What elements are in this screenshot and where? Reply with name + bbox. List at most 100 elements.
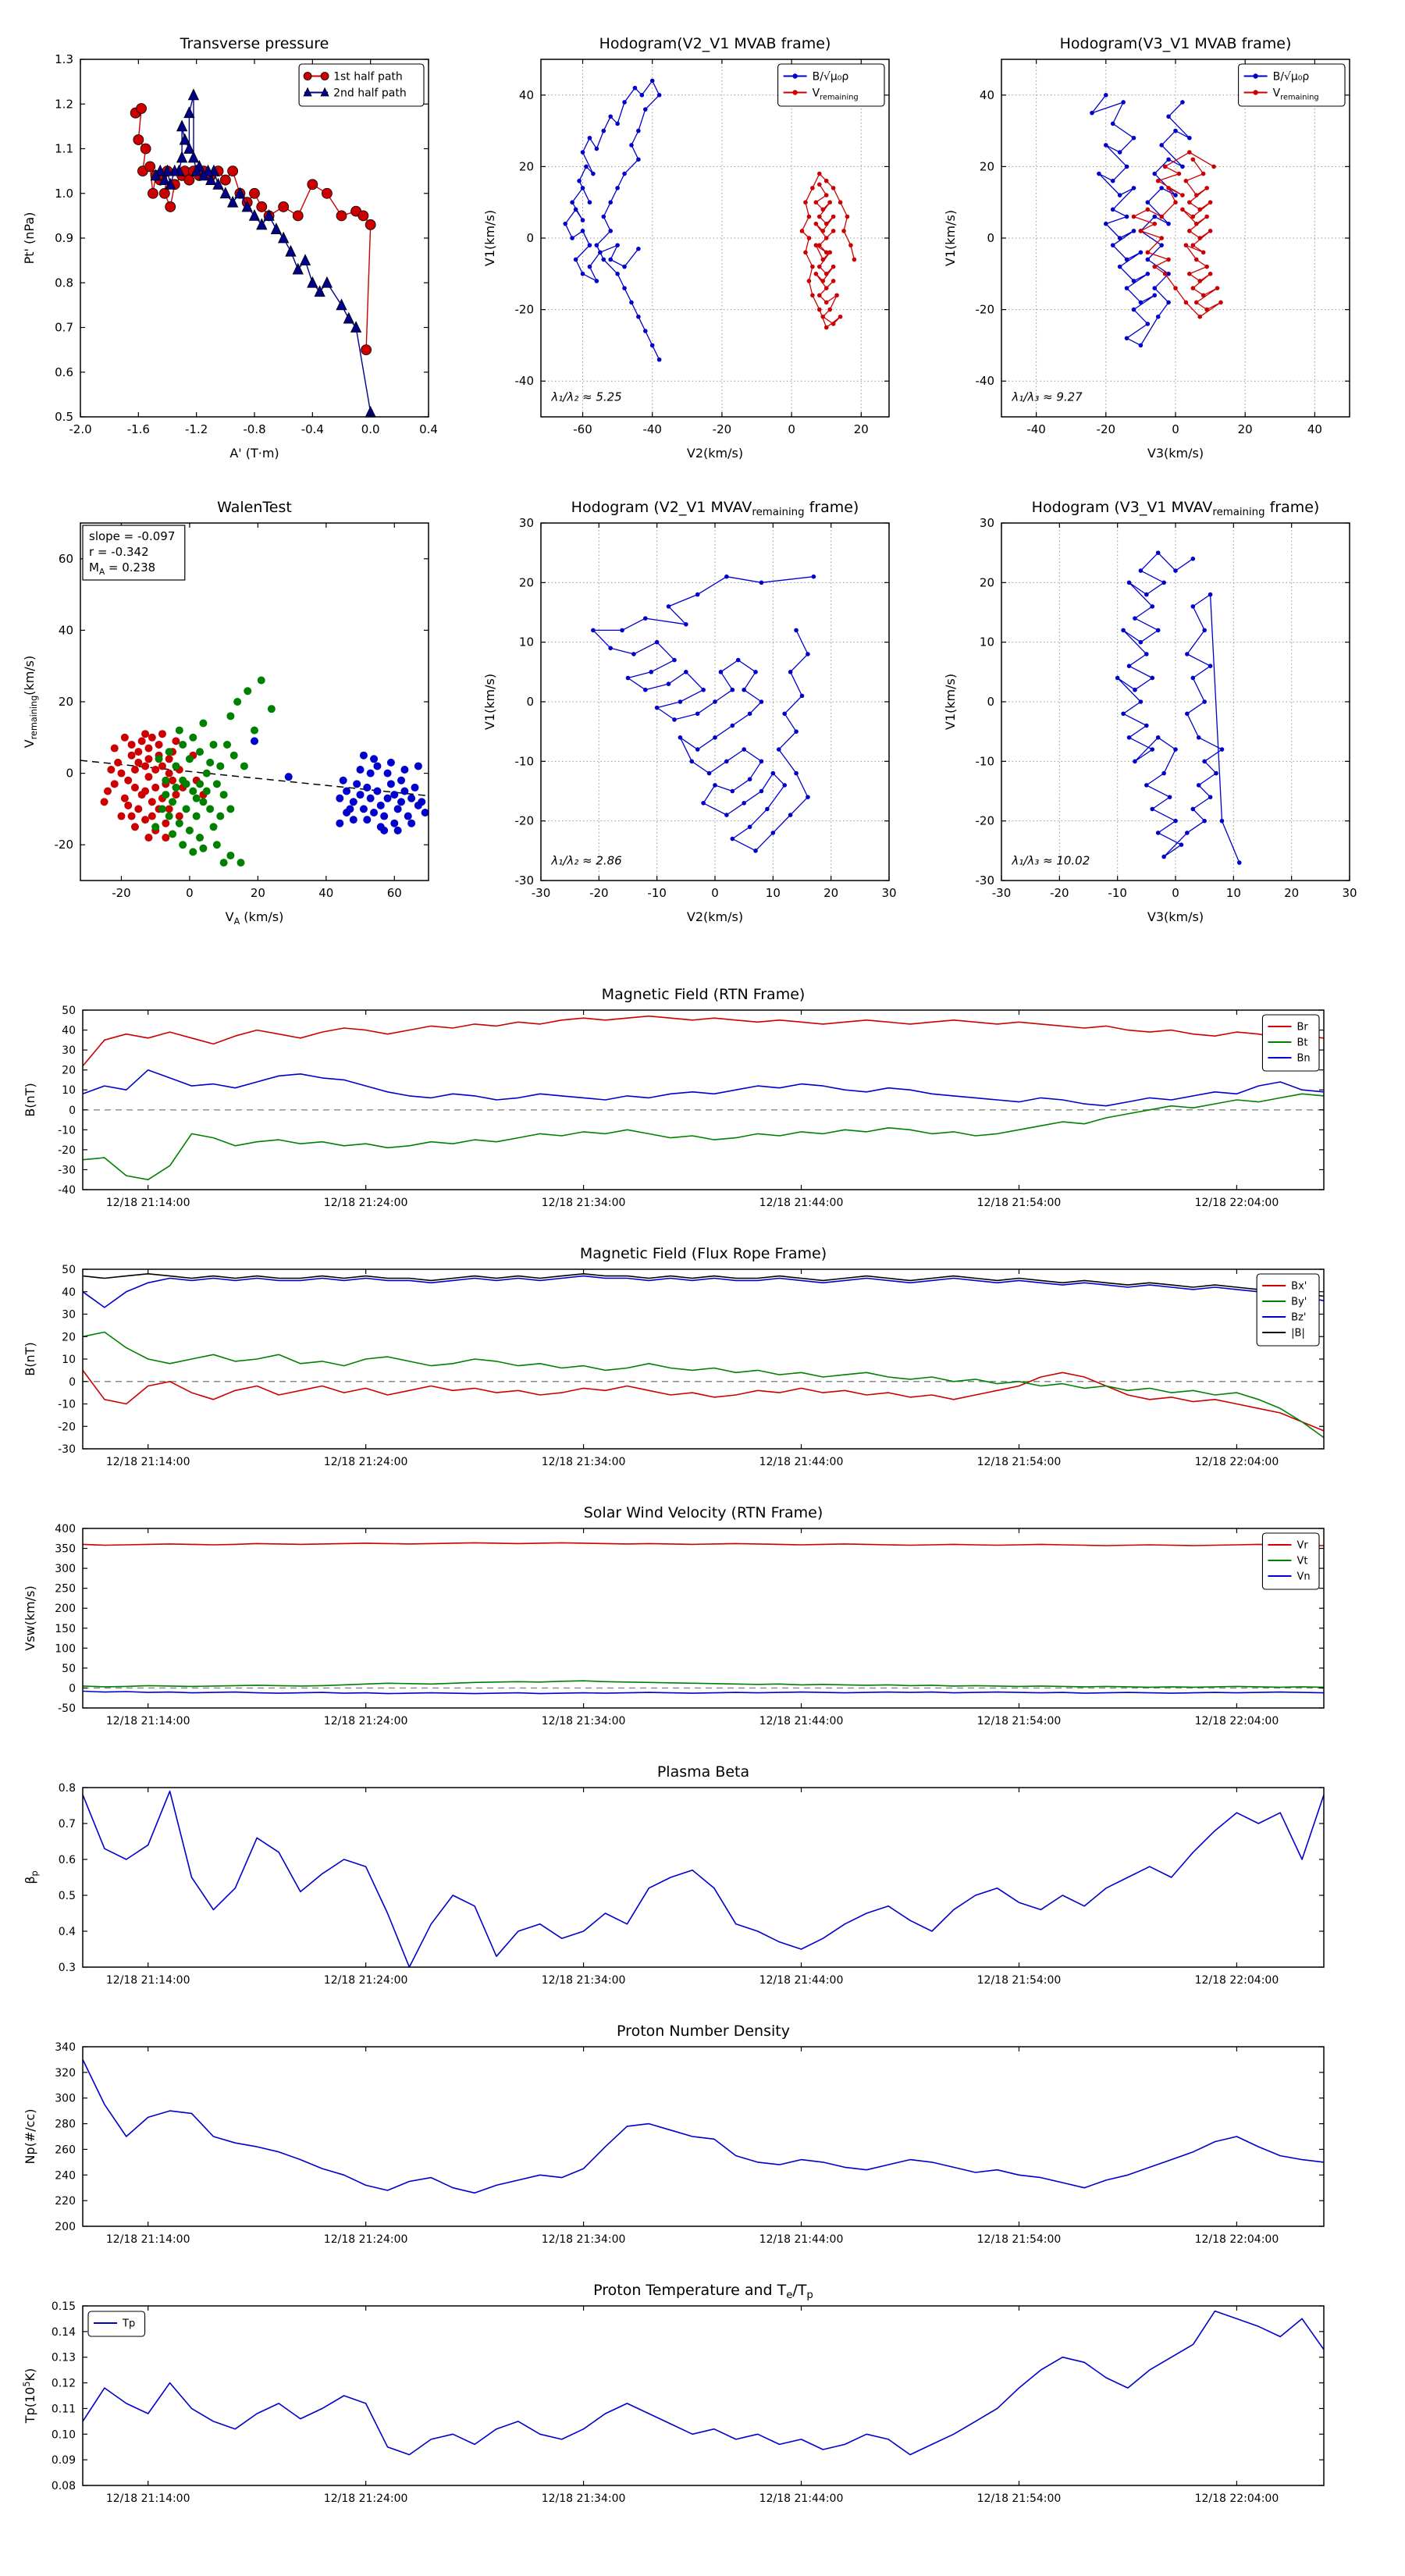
svg-text:B(nT): B(nT) [23, 1342, 37, 1375]
svg-text:300: 300 [55, 1563, 76, 1575]
svg-text:12/18 22:04:00: 12/18 22:04:00 [1195, 1456, 1279, 1468]
svg-text:20: 20 [854, 422, 869, 436]
svg-text:20: 20 [59, 695, 73, 709]
svg-text:12/18 21:44:00: 12/18 21:44:00 [759, 1197, 844, 1209]
svg-text:-20: -20 [515, 814, 535, 828]
svg-text:Tp(105K): Tp(105K) [22, 2368, 37, 2424]
svg-text:-40: -40 [1026, 422, 1046, 436]
svg-text:12/18 21:34:00: 12/18 21:34:00 [542, 1197, 626, 1209]
svg-text:-40: -40 [642, 422, 662, 436]
svg-text:-1.2: -1.2 [185, 422, 208, 436]
chart-transverse-pressure: -2.0 -1.6 -1.2 -0.8 -0.4 0.0 0.4 0.5 0.6 0.7 0.8 0.… [12, 22, 472, 473]
svg-text:λ₁/λ₂ ≈ 2.86: λ₁/λ₂ ≈ 2.86 [550, 853, 621, 867]
svg-text:0.3: 0.3 [59, 1962, 76, 1974]
svg-text:220: 220 [55, 2195, 76, 2208]
svg-text:10: 10 [980, 635, 994, 649]
svg-text:-10: -10 [647, 886, 667, 900]
chart-hodogram-v3-v1-mvav: -30 -20 -10 0 10 20 30 -30 -20 -10 0 10 20 30 Hodogram… [933, 486, 1393, 937]
svg-text:60: 60 [59, 552, 73, 566]
svg-text:10: 10 [62, 1354, 76, 1366]
svg-text:50: 50 [62, 1005, 76, 1017]
svg-text:12/18 21:44:00: 12/18 21:44:00 [759, 1715, 844, 1727]
svg-text:12/18 21:54:00: 12/18 21:54:00 [977, 1456, 1062, 1468]
svg-text:20: 20 [1238, 422, 1253, 436]
svg-text:-40: -40 [515, 374, 535, 388]
svg-text:320: 320 [55, 2067, 76, 2080]
svg-text:0: 0 [1172, 422, 1179, 436]
svg-text:-30: -30 [515, 873, 535, 888]
svg-text:-30: -30 [992, 886, 1012, 900]
svg-text:-0.4: -0.4 [301, 422, 324, 436]
svg-text:12/18 21:14:00: 12/18 21:14:00 [106, 2233, 190, 2246]
chart-proton-number-density: 12/18 21:14:00 12/18 21:24:00 12/18 21:34:… [16, 2017, 1389, 2256]
svg-text:50: 50 [62, 1663, 76, 1675]
svg-text:B/√μ₀ρ: B/√μ₀ρ [1273, 71, 1310, 84]
svg-text:Pt' (nPa): Pt' (nPa) [22, 212, 37, 265]
chart-solar-wind-velocity: 12/18 21:14:00 12/18 21:24:00 12/18 21:34:… [16, 1499, 1389, 1738]
svg-text:A' (T·m): A' (T·m) [229, 446, 279, 461]
chart-hodogram-v2-v1-mvab: -60 -40 -20 0 20 -40 -20 0 20 40 Hodogram(V2_V1 MV… [472, 22, 933, 473]
svg-text:40: 40 [318, 886, 333, 900]
svg-text:30: 30 [519, 516, 534, 530]
svg-text:12/18 21:14:00: 12/18 21:14:00 [106, 2492, 190, 2505]
time-series-column: 12/18 21:14:00 12/18 21:24:00 12/18 21:34:… [0, 980, 1405, 2546]
svg-text:slope = -0.097: slope = -0.097 [89, 529, 175, 543]
svg-text:40: 40 [519, 88, 534, 102]
svg-text:12/18 21:54:00: 12/18 21:54:00 [977, 2492, 1062, 2505]
svg-text:40: 40 [59, 623, 73, 637]
svg-text:12/18 21:24:00: 12/18 21:24:00 [324, 1715, 408, 1727]
svg-text:12/18 22:04:00: 12/18 22:04:00 [1195, 2233, 1279, 2246]
svg-text:0.7: 0.7 [55, 321, 73, 335]
svg-text:Transverse pressure: Transverse pressure [180, 35, 329, 52]
svg-text:12/18 21:24:00: 12/18 21:24:00 [324, 2233, 408, 2246]
svg-text:Hodogram (V2_V1 MVAVremaining: Hodogram (V2_V1 MVAVremaining frame) [571, 499, 859, 518]
chart-walen-test: -20 0 20 40 60 -20 0 20 40 60 WalenTest VA (km/s) Vr… [12, 486, 472, 937]
svg-text:0: 0 [788, 422, 795, 436]
svg-text:10: 10 [1226, 886, 1241, 900]
svg-text:0.08: 0.08 [52, 2480, 76, 2492]
svg-text:-50: -50 [58, 1703, 76, 1715]
svg-text:Hodogram (V3_V1 MVAVremaining: Hodogram (V3_V1 MVAVremaining frame) [1032, 499, 1320, 518]
svg-text:-30: -30 [532, 886, 551, 900]
svg-text:12/18 21:44:00: 12/18 21:44:00 [759, 1974, 844, 1987]
svg-text:12/18 21:54:00: 12/18 21:54:00 [977, 2233, 1062, 2246]
svg-text:300: 300 [55, 2093, 76, 2105]
svg-text:-30: -30 [58, 1164, 76, 1176]
svg-text:12/18 21:44:00: 12/18 21:44:00 [759, 2233, 844, 2246]
svg-text:Bt: Bt [1297, 1037, 1307, 1049]
svg-text:12/18 21:34:00: 12/18 21:34:00 [542, 2492, 626, 2505]
svg-text:-30: -30 [58, 1443, 76, 1456]
svg-text:0.09: 0.09 [52, 2454, 76, 2467]
svg-text:-40: -40 [976, 374, 995, 388]
svg-text:20: 20 [519, 575, 534, 589]
svg-text:12/18 21:14:00: 12/18 21:14:00 [106, 1715, 190, 1727]
svg-text:20: 20 [1284, 886, 1299, 900]
svg-text:VA (km/s): VA (km/s) [226, 909, 284, 927]
svg-text:20: 20 [519, 159, 534, 173]
svg-text:12/18 21:34:00: 12/18 21:34:00 [542, 1974, 626, 1987]
svg-text:Br: Br [1297, 1022, 1308, 1034]
svg-text:0.8: 0.8 [55, 276, 73, 290]
svg-text:Bn: Bn [1297, 1053, 1310, 1065]
svg-text:200: 200 [55, 1603, 76, 1615]
svg-text:12/18 21:24:00: 12/18 21:24:00 [324, 1456, 408, 1468]
svg-text:0.11: 0.11 [52, 2403, 76, 2415]
svg-text:λ₁/λ₃ ≈ 9.27: λ₁/λ₃ ≈ 9.27 [1011, 390, 1083, 404]
svg-text:0.4: 0.4 [419, 422, 438, 436]
svg-text:V2(km/s): V2(km/s) [687, 446, 743, 461]
svg-text:0.15: 0.15 [52, 2300, 76, 2313]
svg-text:1.2: 1.2 [55, 97, 73, 111]
svg-text:-20: -20 [589, 886, 609, 900]
svg-text:V1(km/s): V1(km/s) [943, 674, 958, 730]
svg-text:-30: -30 [976, 873, 995, 888]
svg-text:20: 20 [62, 1065, 76, 1077]
svg-text:150: 150 [55, 1623, 76, 1635]
svg-text:0: 0 [69, 1105, 76, 1117]
svg-text:280: 280 [55, 2119, 76, 2131]
svg-text:Proton Temperature and Te/Tp: Proton Temperature and Te/Tp [593, 2282, 813, 2301]
svg-text:-20: -20 [976, 303, 995, 317]
svg-text:30: 30 [62, 1309, 76, 1322]
svg-text:200: 200 [55, 2221, 76, 2233]
svg-text:-10: -10 [58, 1399, 76, 1411]
